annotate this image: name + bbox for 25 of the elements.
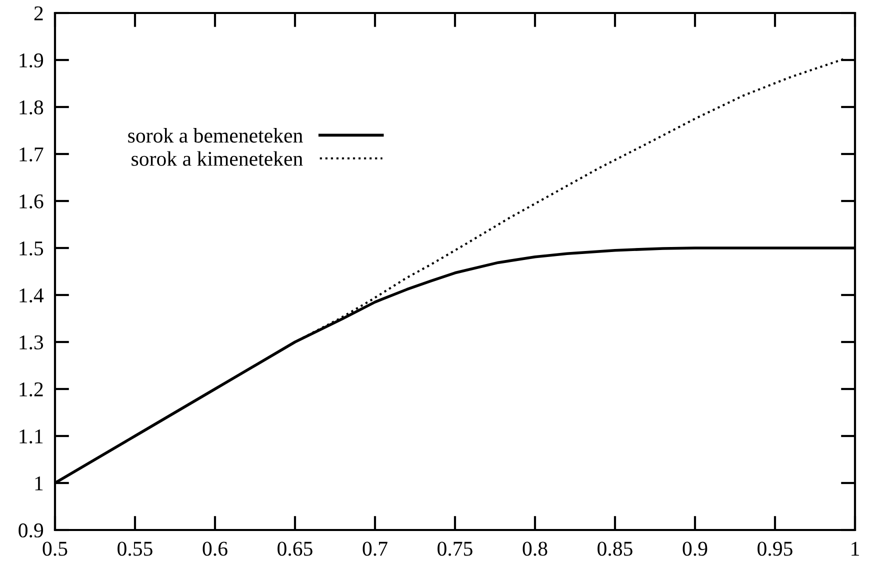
x-tick-label: 0.8 — [522, 542, 548, 556]
y-tick-label: 1 — [35, 476, 43, 490]
x-tick-label: 0.95 — [758, 542, 792, 556]
x-tick-label: 0.9 — [682, 542, 708, 556]
x-tick-label: 0.5 — [42, 542, 68, 556]
legend-label: sorok a kimeneteken — [132, 151, 303, 166]
y-tick-label: 1.8 — [20, 100, 44, 115]
y-tick-label: 1.9 — [20, 53, 44, 68]
legend-label: sorok a bemeneteken — [128, 128, 303, 143]
x-tick-label: 0.65 — [278, 542, 312, 556]
x-tick-label: 0.7 — [362, 542, 388, 556]
x-tick-label: 1 — [852, 542, 859, 556]
y-tick-label: 0.9 — [18, 523, 44, 538]
y-tick-label: 1.2 — [20, 382, 43, 397]
x-tick-label: 0.6 — [202, 542, 228, 556]
x-tick-label: 0.75 — [438, 542, 472, 556]
x-tick-label: 0.55 — [118, 542, 152, 556]
y-tick-label: 1.5 — [20, 241, 44, 256]
y-tick-label: 1.3 — [20, 335, 44, 350]
y-tick-label: 1.6 — [20, 194, 44, 209]
y-tick-label: 1.4 — [20, 288, 44, 303]
y-tick-label: 2 — [34, 6, 43, 20]
y-tick-label: 1.1 — [20, 429, 43, 444]
x-tick-label: 0.85 — [598, 542, 632, 556]
y-tick-label: 1.7 — [20, 147, 44, 162]
